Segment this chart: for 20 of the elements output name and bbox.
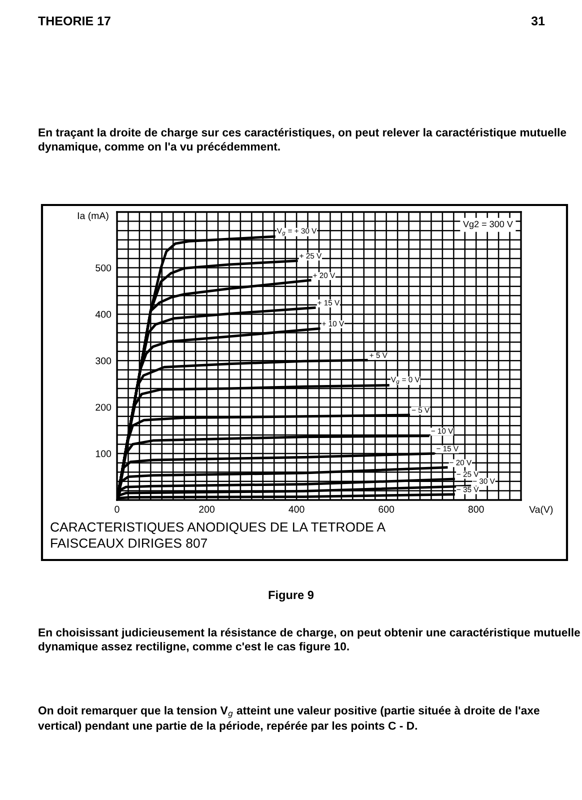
text: CARACTERISTIQUES ANODIQUES DE LA TETRODE A FAISCEAUX DIRIGES 807: [50, 522, 386, 548]
x-tick-label: 600: [378, 506, 394, 513]
y-tick-label: 200: [96, 404, 112, 411]
y-tick-label: 300: [96, 357, 112, 364]
x-tick-label: 800: [468, 506, 484, 513]
y-tick-label: 100: [96, 450, 112, 458]
caption: Figure 9: [268, 590, 314, 602]
text: On doit remarquer que la tension V$_{g}$ atteint une valeur positive (partie située à droite de l'axe vertical) pendant une partie de la période, repérée par les points C - D.: [38, 706, 540, 732]
text: THEORIE 17: [38, 16, 110, 26]
annotation: Vg2 = 300 V: [463, 220, 513, 230]
x-tick-label: 0: [114, 506, 120, 513]
text: En choisissant judicieusement la résistance de charge, on peut obtenir une caractéristique mutuelle dynamique assez rectiligne, comme c'est le cas figure 10.: [38, 628, 580, 653]
text: En traçant la droite de charge sur ces caractéristiques, on peut relever la caractéristique mutuelle dynamique, comme on l'a vu précédemment.: [38, 128, 566, 153]
text: 31: [531, 16, 545, 26]
x-tick-label: 400: [288, 506, 304, 513]
x-tick-label: 200: [199, 506, 215, 513]
y-tick-label: 400: [95, 310, 112, 318]
y-axis-title: Ia (mA): [78, 212, 108, 222]
y-tick-label: 500: [96, 264, 112, 272]
x-axis-title: Va(V): [529, 506, 553, 515]
